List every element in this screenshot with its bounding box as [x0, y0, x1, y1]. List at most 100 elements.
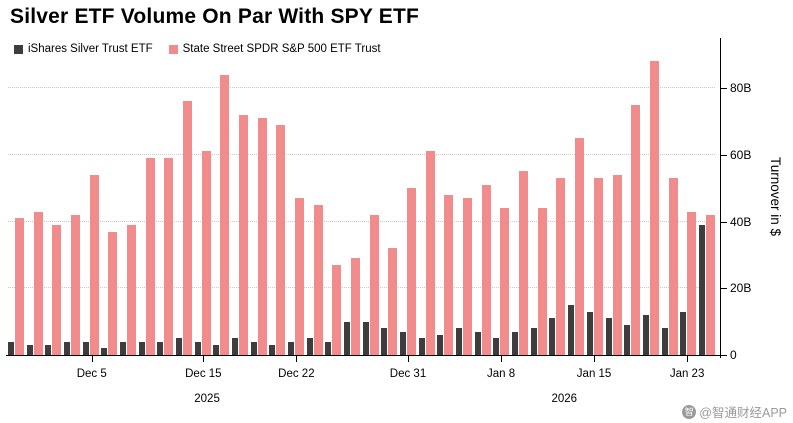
bar-spy-etf: [276, 124, 286, 355]
bar-group: [512, 171, 529, 355]
bar-group: [661, 178, 678, 355]
bar-group: [26, 211, 43, 355]
legend-item-silver-etf: iShares Silver Trust ETF: [14, 43, 153, 55]
bar-group: [138, 158, 155, 355]
bar-silver-etf: [680, 311, 687, 355]
bar-silver-etf: [26, 345, 33, 355]
bar-group: [605, 174, 622, 355]
bar-spy-etf: [575, 138, 585, 355]
bar-group: [269, 124, 286, 355]
x-tick: [408, 356, 409, 362]
bar-spy-etf: [444, 194, 454, 355]
x-tick: [296, 356, 298, 362]
bar-group: [698, 214, 715, 355]
bar-group: [624, 104, 641, 355]
bar-group: [493, 208, 510, 355]
bar-group: [474, 184, 491, 355]
y-tick: [721, 288, 727, 290]
bar-group: [64, 214, 81, 355]
bar-silver-etf: [64, 341, 71, 355]
watermark-logo-icon: 智: [682, 404, 697, 419]
bar-silver-etf: [194, 341, 201, 355]
bar-silver-etf: [82, 341, 89, 355]
bar-silver-etf: [493, 338, 500, 355]
bar-spy-etf: [89, 174, 99, 355]
bar-spy-etf: [257, 118, 267, 355]
y-tick: [721, 221, 727, 223]
bar-silver-etf: [213, 345, 220, 355]
bar-group: [362, 214, 379, 355]
bar-silver-etf: [661, 328, 668, 355]
bar-spy-etf: [71, 214, 81, 355]
bar-silver-etf: [530, 328, 537, 355]
bar-spy-etf: [127, 224, 137, 355]
chart-title: Silver ETF Volume On Par With SPY ETF: [10, 5, 420, 28]
y-tick-label: 80B: [730, 81, 752, 96]
bar-silver-etf: [418, 338, 425, 355]
bar-silver-etf: [381, 328, 388, 355]
bar-spy-etf: [463, 198, 473, 355]
x-tick: [501, 356, 503, 362]
bar-group: [45, 224, 62, 355]
bar-group: [437, 194, 454, 355]
y-axis-line: [720, 38, 721, 358]
legend-label-spy: State Street SPDR S&P 500 ETF Trust: [182, 43, 381, 55]
bar-silver-etf: [101, 348, 108, 355]
bar-silver-etf: [456, 328, 463, 355]
y-tick-label: 0: [730, 348, 737, 362]
bar-group: [120, 224, 137, 355]
bar-spy-etf: [108, 231, 118, 355]
bar-groups: [8, 38, 715, 355]
gridline: [8, 287, 715, 289]
bar-spy-etf: [537, 208, 547, 355]
x-tick: [594, 356, 596, 362]
bar-silver-etf: [269, 345, 276, 355]
bar-group: [288, 198, 305, 355]
bar-silver-etf: [325, 341, 332, 355]
y-tick-label: 60B: [730, 147, 752, 162]
legend-label-silver: iShares Silver Trust ETF: [28, 43, 153, 55]
bar-silver-etf: [138, 341, 145, 355]
bar-spy-etf: [407, 188, 417, 355]
bar-spy-etf: [164, 158, 174, 355]
gridline: [8, 153, 715, 155]
watermark: 智 @智通财经APP: [682, 402, 787, 421]
y-tick: [721, 88, 727, 90]
bar-silver-etf: [437, 334, 444, 355]
bar-spy-etf: [705, 214, 715, 355]
bar-silver-etf: [45, 345, 52, 355]
bar-silver-etf: [605, 318, 612, 355]
bar-group: [157, 158, 174, 355]
bar-silver-etf: [8, 341, 14, 355]
bar-silver-etf: [232, 338, 239, 355]
bar-group: [213, 74, 230, 355]
bar-silver-etf: [624, 324, 631, 355]
bar-spy-etf: [687, 211, 697, 355]
bar-silver-etf: [474, 331, 481, 355]
x-tick-label: Dec 5: [76, 368, 107, 380]
bar-spy-etf: [631, 104, 641, 355]
legend-item-spy-etf: State Street SPDR S&P 500 ETF Trust: [168, 43, 381, 55]
bar-group: [568, 138, 585, 355]
bar-spy-etf: [145, 158, 155, 355]
bar-spy-etf: [239, 114, 249, 355]
bar-group: [680, 211, 697, 355]
x-tick: [91, 356, 93, 362]
x-tick: [203, 356, 205, 362]
y-tick: [721, 355, 727, 356]
bar-group: [306, 204, 323, 355]
x-tick-label: Dec 31: [389, 368, 427, 380]
bar-group: [194, 151, 211, 355]
bar-spy-etf: [369, 214, 379, 355]
bar-silver-etf: [120, 341, 127, 355]
bar-spy-etf: [220, 74, 230, 355]
bar-group: [642, 61, 659, 355]
x-tick-label: Dec 22: [278, 368, 315, 380]
bar-spy-etf: [313, 204, 323, 355]
bar-spy-etf: [388, 248, 398, 355]
bar-group: [586, 178, 603, 355]
bar-silver-etf: [344, 321, 351, 355]
x-tick-label: Jan 15: [576, 368, 612, 380]
bar-group: [101, 231, 118, 355]
bar-spy-etf: [201, 151, 211, 355]
